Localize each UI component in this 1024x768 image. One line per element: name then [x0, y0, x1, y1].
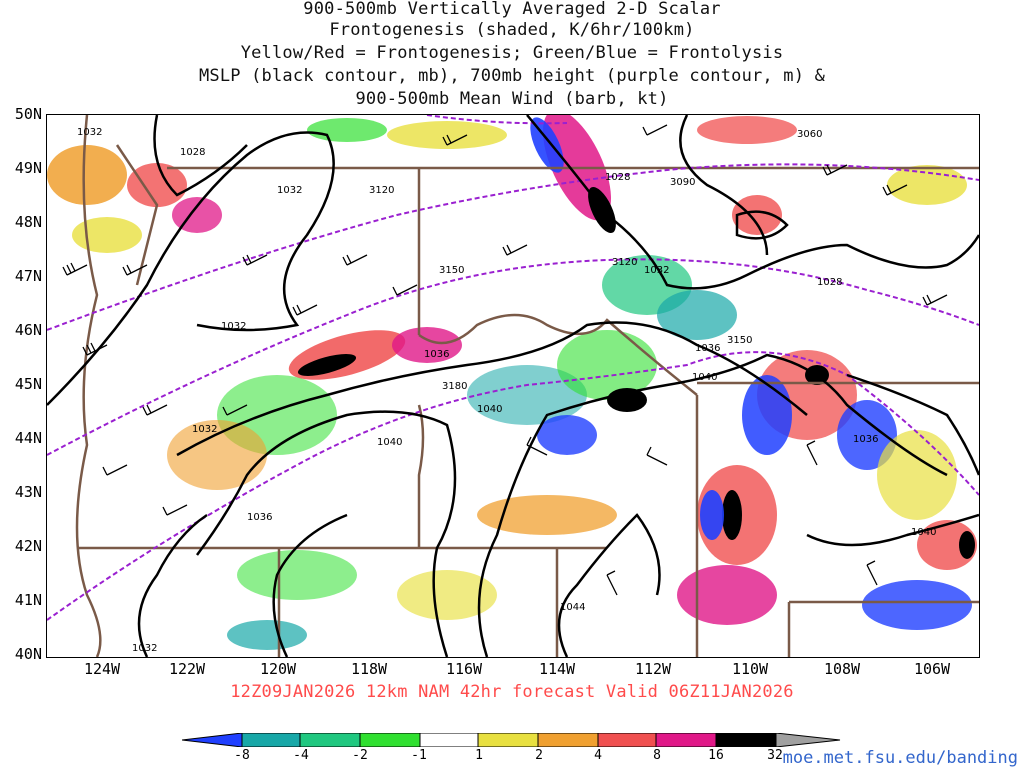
title-line-2: Frontogenesis (shaded, K/6hr/100km): [329, 20, 695, 40]
lon-label: 122W: [168, 660, 206, 678]
lon-label: 110W: [731, 660, 769, 678]
lat-label: 40N: [14, 645, 42, 663]
lat-label: 43N: [14, 483, 42, 501]
mslp-label: 1040: [692, 372, 717, 383]
wind-barbs: [62, 124, 948, 596]
lon-label: 120W: [259, 660, 297, 678]
mslp-label: 1036: [424, 349, 449, 360]
mslp-label: 1032: [644, 265, 669, 276]
lon-label: 116W: [445, 660, 483, 678]
colorbar-segment: [182, 733, 243, 747]
colorbar-segment: [359, 733, 421, 747]
title-line-3: Yellow/Red = Frontogenesis; Green/Blue =…: [240, 43, 784, 63]
mslp-label: 1036: [853, 434, 878, 445]
mslp-label: 1032: [77, 127, 102, 138]
mslp-label: 1028: [180, 147, 205, 158]
mslp-label: 1032: [277, 185, 302, 196]
colorbar-segment: [597, 733, 657, 747]
lat-label: 45N: [14, 375, 42, 393]
title-line-4: MSLP (black contour, mb), 700mb height (…: [198, 66, 826, 86]
mslp-label: 1036: [247, 512, 272, 523]
colorbar-segment: [241, 733, 301, 747]
title-line-5: 900-500mb Mean Wind (barb, kt): [355, 89, 669, 109]
state-borders: [75, 115, 979, 657]
lat-label: 48N: [14, 213, 42, 231]
height-label: 3120: [612, 257, 637, 268]
lat-label: 42N: [14, 537, 42, 555]
forecast-valid-time: 12Z09JAN2026 12km NAM 42hr forecast Vali…: [230, 682, 794, 702]
colorbar-label: -4: [293, 748, 309, 763]
lon-label: 124W: [83, 660, 121, 678]
colorbar-segment: [775, 733, 841, 747]
mslp-label: 1036: [695, 343, 720, 354]
height-label: 3090: [670, 177, 695, 188]
lat-label: 41N: [14, 591, 42, 609]
colorbar-segment: [655, 733, 717, 747]
colorbar-segment: [537, 733, 599, 747]
height-contours: [47, 115, 979, 621]
height-label: 3120: [369, 185, 394, 196]
colorbar-segment: [715, 733, 777, 747]
lon-label: 112W: [634, 660, 672, 678]
colorbar-segment: [477, 733, 539, 747]
frontogenesis-map: 1028 1032 1032 1032 1036 1032 1028 1032 …: [46, 114, 980, 658]
mslp-label: 1044: [560, 602, 585, 613]
lat-label: 49N: [14, 159, 42, 177]
title-line-1: 900-500mb Vertically Averaged 2-D Scalar: [303, 0, 721, 19]
colorbar-label: -2: [352, 748, 368, 763]
lon-label: 118W: [350, 660, 388, 678]
mslp-label: 1032: [132, 643, 157, 654]
lon-label: 114W: [538, 660, 576, 678]
colorbar-label: 2: [535, 748, 543, 763]
colorbar-segment: [299, 733, 361, 747]
colorbar: [182, 733, 841, 747]
source-credit: moe.met.fsu.edu/banding: [782, 748, 1018, 768]
colorbar-label: 1: [475, 748, 483, 763]
lon-label: 106W: [913, 660, 951, 678]
mslp-label: 1028: [817, 277, 842, 288]
lat-label: 50N: [14, 105, 42, 123]
height-label: 3180: [442, 381, 467, 392]
colorbar-label: 4: [594, 748, 602, 763]
mslp-label: 1040: [377, 437, 402, 448]
mslp-contours: [47, 115, 979, 657]
colorbar-label: 16: [708, 748, 724, 763]
height-label: 3060: [797, 129, 822, 140]
colorbar-label: -1: [411, 748, 427, 763]
mslp-labels: 1028 1032 1032 1032 1036 1032 1028 1032 …: [77, 127, 936, 654]
lat-label: 44N: [14, 429, 42, 447]
colorbar-label: 8: [653, 748, 661, 763]
mslp-label: 1040: [477, 404, 502, 415]
colorbar-label: 32: [767, 748, 783, 763]
height-labels: 3060 3090 3120 3120 3150 3150 3180: [369, 129, 822, 392]
mslp-label: 1032: [192, 424, 217, 435]
lat-label: 46N: [14, 321, 42, 339]
height-label: 3150: [439, 265, 464, 276]
mslp-label: 1040: [911, 527, 936, 538]
mslp-label: 1028: [605, 172, 630, 183]
lat-label: 47N: [14, 267, 42, 285]
height-label: 3150: [727, 335, 752, 346]
mslp-label: 1032: [221, 321, 246, 332]
colorbar-segment: [419, 733, 479, 747]
lon-label: 108W: [823, 660, 861, 678]
colorbar-label: -8: [234, 748, 250, 763]
